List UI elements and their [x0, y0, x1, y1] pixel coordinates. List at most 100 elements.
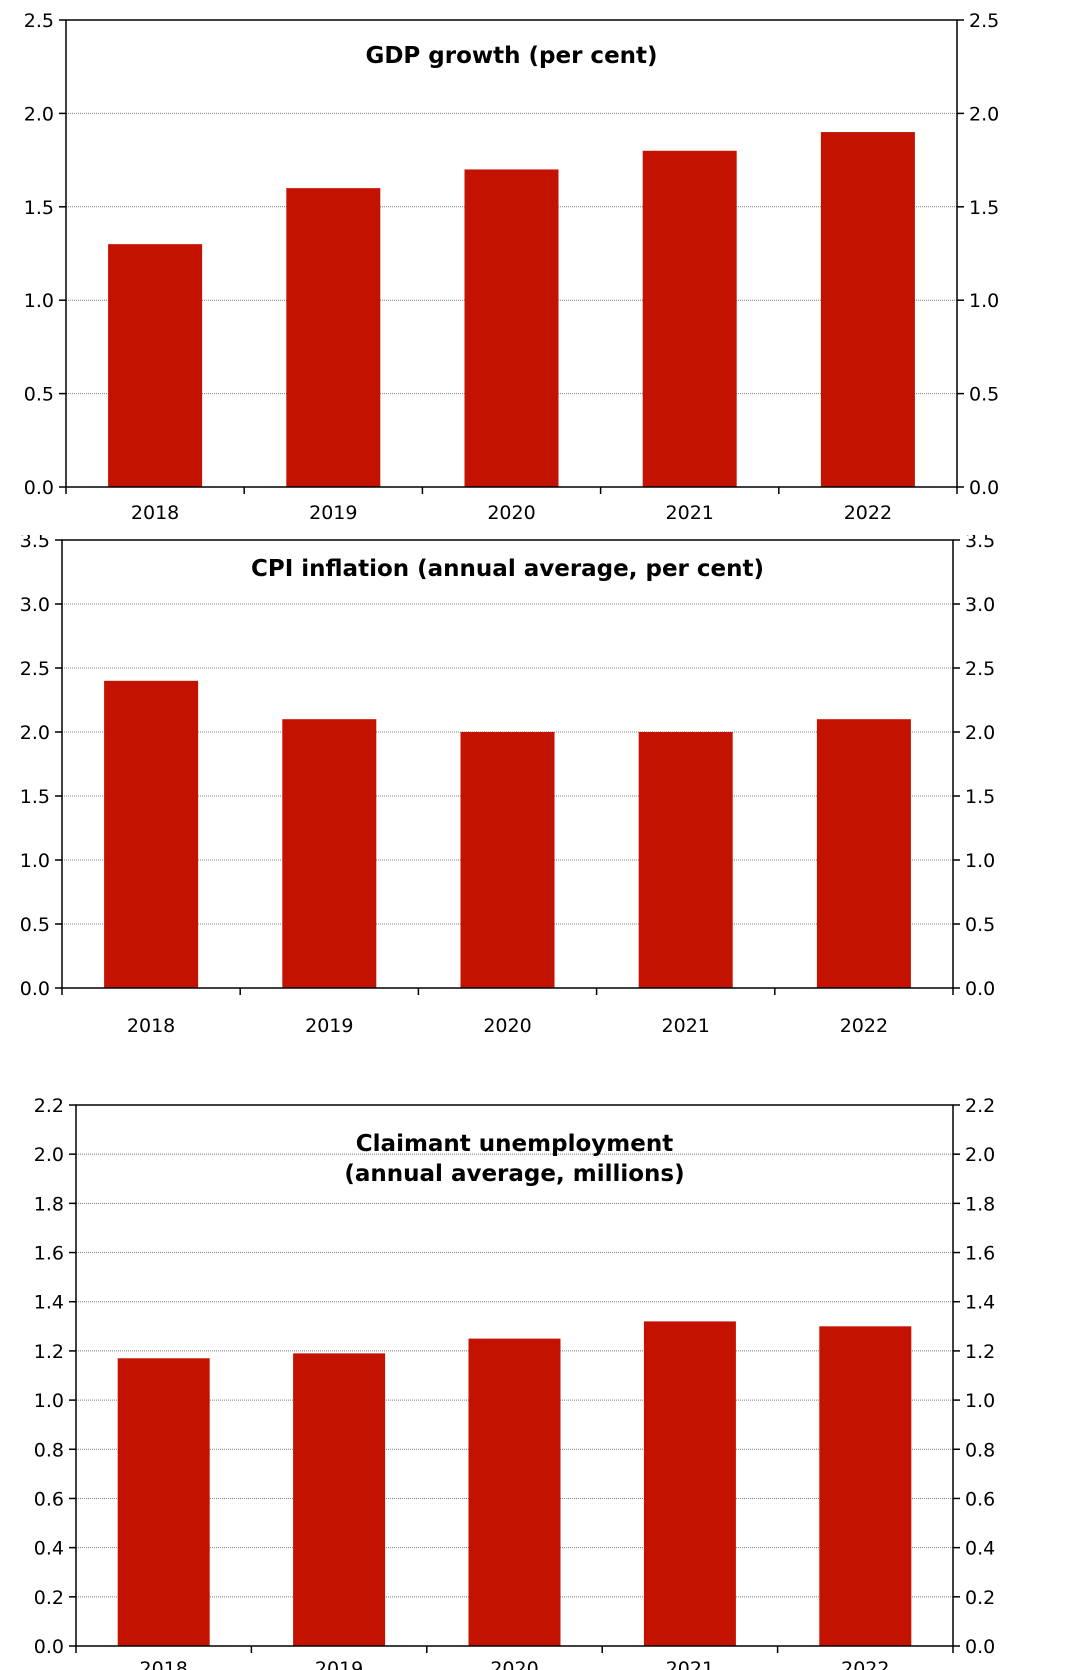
y-tick-label-right: 1.5 — [965, 786, 995, 808]
y-tick-label-right: 1.8 — [965, 1193, 995, 1215]
y-tick-label-right: 0.5 — [969, 384, 999, 406]
x-axis: 2018 2019 2020 2021 2022 — [61, 988, 954, 1037]
bar-2021 — [643, 1321, 736, 1646]
x-tick-label: 2019 — [315, 1658, 363, 1670]
bar-2020 — [464, 169, 559, 487]
y-tick-label-right: 3.5 — [965, 535, 995, 552]
y-tick-label-right: 1.5 — [969, 197, 999, 219]
bar-2019 — [286, 188, 381, 487]
x-tick-label: 2022 — [844, 502, 892, 524]
y-tick-label-left: 1.2 — [34, 1341, 64, 1363]
x-axis: 2018 2019 2020 2021 2022 — [65, 487, 958, 524]
bars — [117, 1321, 912, 1646]
x-tick-label: 2018 — [131, 502, 179, 524]
y-tick-label-right: 0.0 — [965, 1636, 995, 1658]
bars — [108, 132, 915, 487]
bar-2020 — [468, 1338, 561, 1646]
y-axis-ticks: 0.0 0.0 0.5 0.5 1.0 1.0 1.5 1.5 2.0 2.0 2.5 2.5 3.0 3… — [20, 535, 995, 1000]
y-tick-label-right: 0.6 — [965, 1488, 995, 1510]
plot-frame — [75, 1104, 954, 1647]
y-tick-label-left: 1.5 — [24, 197, 54, 219]
plot-frame — [65, 19, 958, 488]
y-tick-label-right: 0.0 — [969, 477, 999, 499]
y-tick-label-left: 0.0 — [24, 477, 54, 499]
y-tick-label-right: 1.6 — [965, 1243, 995, 1265]
y-tick-label-right: 2.0 — [965, 722, 995, 744]
y-tick-label-right: 0.4 — [965, 1538, 995, 1560]
x-axis: 2018 2019 2020 2021 2022 — [75, 1646, 954, 1670]
y-tick-label-right: 3.0 — [965, 594, 995, 616]
y-tick-label-right: 0.8 — [965, 1439, 995, 1461]
y-tick-label-left: 3.5 — [20, 535, 50, 552]
y-tick-label-left: 1.0 — [20, 850, 50, 872]
y-tick-label-left: 2.5 — [24, 10, 54, 32]
y-tick-label-right: 1.4 — [965, 1292, 995, 1314]
y-tick-label-left: 0.2 — [34, 1587, 64, 1609]
y-tick-label-left: 1.0 — [24, 290, 54, 312]
y-tick-label-left: 0.6 — [34, 1488, 64, 1510]
gridlines — [62, 603, 953, 925]
y-tick-label-left: 0.4 — [34, 1538, 64, 1560]
y-tick-label-right: 0.2 — [965, 1587, 995, 1609]
bar-2021 — [642, 150, 737, 487]
y-tick-label-left: 2.0 — [24, 103, 54, 125]
bar-2020 — [460, 732, 555, 988]
gridlines — [66, 112, 957, 395]
y-tick-label-right: 2.2 — [965, 1095, 995, 1117]
bar-2022 — [820, 132, 915, 487]
x-tick-label: 2020 — [483, 1015, 531, 1037]
x-tick-label: 2018 — [127, 1015, 175, 1037]
plot-frame — [61, 539, 954, 989]
y-tick-label-left: 1.5 — [20, 786, 50, 808]
y-tick-label-right: 0.5 — [965, 914, 995, 936]
y-tick-label-left: 1.0 — [34, 1390, 64, 1412]
x-tick-label: 2020 — [490, 1658, 538, 1670]
x-tick-label: 2018 — [140, 1658, 188, 1670]
bar-2018 — [104, 680, 199, 988]
bar-2019 — [282, 719, 377, 988]
bar-2018 — [108, 244, 203, 487]
cpi-inflation-chart: 0.0 0.0 0.5 0.5 1.0 1.0 1.5 1.5 2.0 2.0 2.5 2.5 3.0 3… — [20, 535, 995, 1037]
gdp-growth-chart: 0.0 0.0 0.5 0.5 1.0 1.0 1.5 1.5 2.0 2.0 2.5 2.5 2018… — [24, 10, 999, 524]
y-tick-label-left: 0.8 — [34, 1439, 64, 1461]
bars — [104, 680, 911, 988]
y-tick-label-right: 2.5 — [969, 10, 999, 32]
bar-2022 — [819, 1326, 912, 1646]
x-tick-label: 2021 — [666, 502, 714, 524]
y-tick-label-right: 2.0 — [969, 103, 999, 125]
bar-2021 — [638, 732, 733, 988]
y-tick-label-right: 2.0 — [965, 1144, 995, 1166]
y-tick-label-left: 0.0 — [34, 1636, 64, 1658]
y-tick-label-left: 1.8 — [34, 1193, 64, 1215]
bar-2022 — [816, 719, 911, 988]
bar-2019 — [293, 1353, 386, 1646]
y-axis-ticks: 0.0 0.0 0.2 0.2 0.4 0.4 0.6 0.6 0.8 0.8 1.0 1.0 1.2 1… — [34, 1095, 995, 1658]
chart-title-line: (annual average, millions) — [344, 1161, 684, 1187]
y-tick-label-left: 2.0 — [34, 1144, 64, 1166]
y-axis-ticks: 0.0 0.0 0.5 0.5 1.0 1.0 1.5 1.5 2.0 2.0 2.5 2.5 — [24, 10, 999, 499]
chart-title: CPI inflation (annual average, per cent) — [251, 556, 764, 582]
y-tick-label-left: 0.5 — [20, 914, 50, 936]
y-tick-label-left: 3.0 — [20, 594, 50, 616]
claimant-unemployment-chart: 0.0 0.0 0.2 0.2 0.4 0.4 0.6 0.6 0.8 0.8 1.0 1.0 1.2 1… — [34, 1095, 995, 1670]
y-tick-label-right: 1.2 — [965, 1341, 995, 1363]
x-tick-label: 2020 — [487, 502, 535, 524]
y-tick-label-left: 2.5 — [20, 658, 50, 680]
y-tick-label-right: 1.0 — [965, 850, 995, 872]
chart-title: GDP growth (per cent) — [365, 43, 657, 69]
x-tick-label: 2019 — [309, 502, 357, 524]
chart-title-line: CPI inflation (annual average, per cent) — [251, 556, 764, 582]
chart-title: Claimant unemployment (annual average, mi… — [344, 1131, 684, 1187]
x-tick-label: 2021 — [662, 1015, 710, 1037]
chart-title-line: GDP growth (per cent) — [365, 43, 657, 69]
bar-2018 — [117, 1358, 210, 1646]
y-tick-label-left: 1.6 — [34, 1243, 64, 1265]
x-tick-label: 2021 — [666, 1658, 714, 1670]
y-tick-label-right: 2.5 — [965, 658, 995, 680]
x-tick-label: 2022 — [841, 1658, 889, 1670]
y-tick-label-left: 0.5 — [24, 384, 54, 406]
y-tick-label-right: 1.0 — [965, 1390, 995, 1412]
y-tick-label-left: 1.4 — [34, 1292, 64, 1314]
chart-title-line: Claimant unemployment — [356, 1131, 673, 1157]
y-tick-label-left: 2.2 — [34, 1095, 64, 1117]
